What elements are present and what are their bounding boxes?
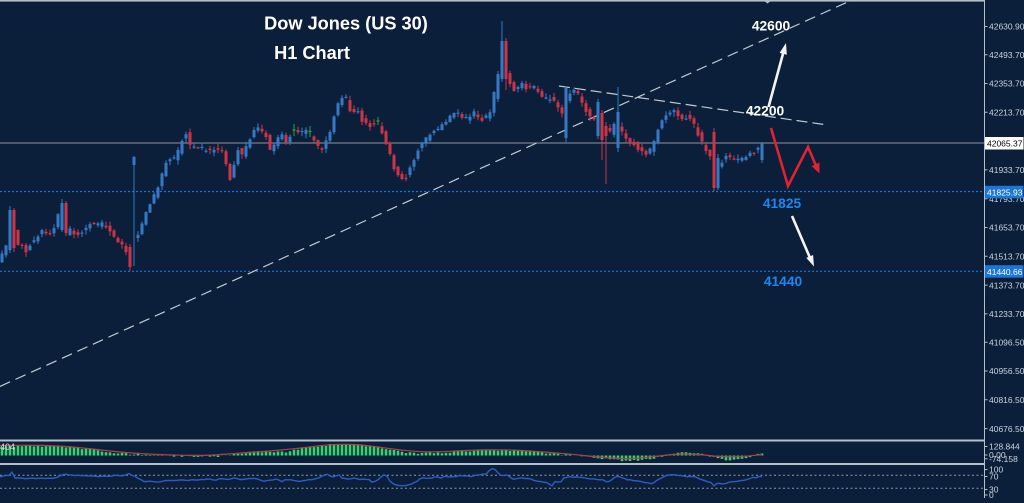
svg-text:42213.70: 42213.70 xyxy=(989,108,1024,118)
svg-text:41933.70: 41933.70 xyxy=(989,165,1024,175)
svg-text:41825: 41825 xyxy=(763,196,802,211)
svg-text:41793.70: 41793.70 xyxy=(989,194,1024,204)
svg-text:42200: 42200 xyxy=(746,104,785,119)
svg-text:42630.90: 42630.90 xyxy=(989,22,1024,32)
svg-text:41440.66: 41440.66 xyxy=(987,267,1023,277)
svg-text:40956.50: 40956.50 xyxy=(989,366,1024,376)
svg-text:70: 70 xyxy=(989,472,999,482)
svg-text:100: 100 xyxy=(989,465,1003,475)
svg-text:41096.50: 41096.50 xyxy=(989,337,1024,347)
svg-text:0: 0 xyxy=(989,490,994,498)
svg-text:40816.50: 40816.50 xyxy=(989,395,1024,405)
svg-text:41825.93: 41825.93 xyxy=(987,187,1023,197)
svg-text:30: 30 xyxy=(989,485,999,495)
svg-text:41653.70: 41653.70 xyxy=(989,223,1024,233)
svg-text:H1 Chart: H1 Chart xyxy=(274,43,350,63)
svg-text:404: 404 xyxy=(0,442,15,452)
svg-text:41373.70: 41373.70 xyxy=(989,280,1024,290)
svg-text:41513.70: 41513.70 xyxy=(989,252,1024,262)
svg-text:41233.70: 41233.70 xyxy=(989,309,1024,319)
svg-text:-74.158: -74.158 xyxy=(989,454,1018,464)
svg-text:42493.70: 42493.70 xyxy=(989,50,1024,60)
svg-text:128.844: 128.844 xyxy=(989,442,1020,452)
svg-text:42600: 42600 xyxy=(752,19,791,34)
svg-text:40676.50: 40676.50 xyxy=(989,424,1024,434)
svg-text:41440: 41440 xyxy=(764,274,803,289)
svg-text:42353.70: 42353.70 xyxy=(989,79,1024,89)
svg-text:0.00: 0.00 xyxy=(989,450,1006,460)
svg-text:42065.37: 42065.37 xyxy=(987,139,1023,149)
svg-text:Dow Jones (US 30): Dow Jones (US 30) xyxy=(264,14,428,34)
